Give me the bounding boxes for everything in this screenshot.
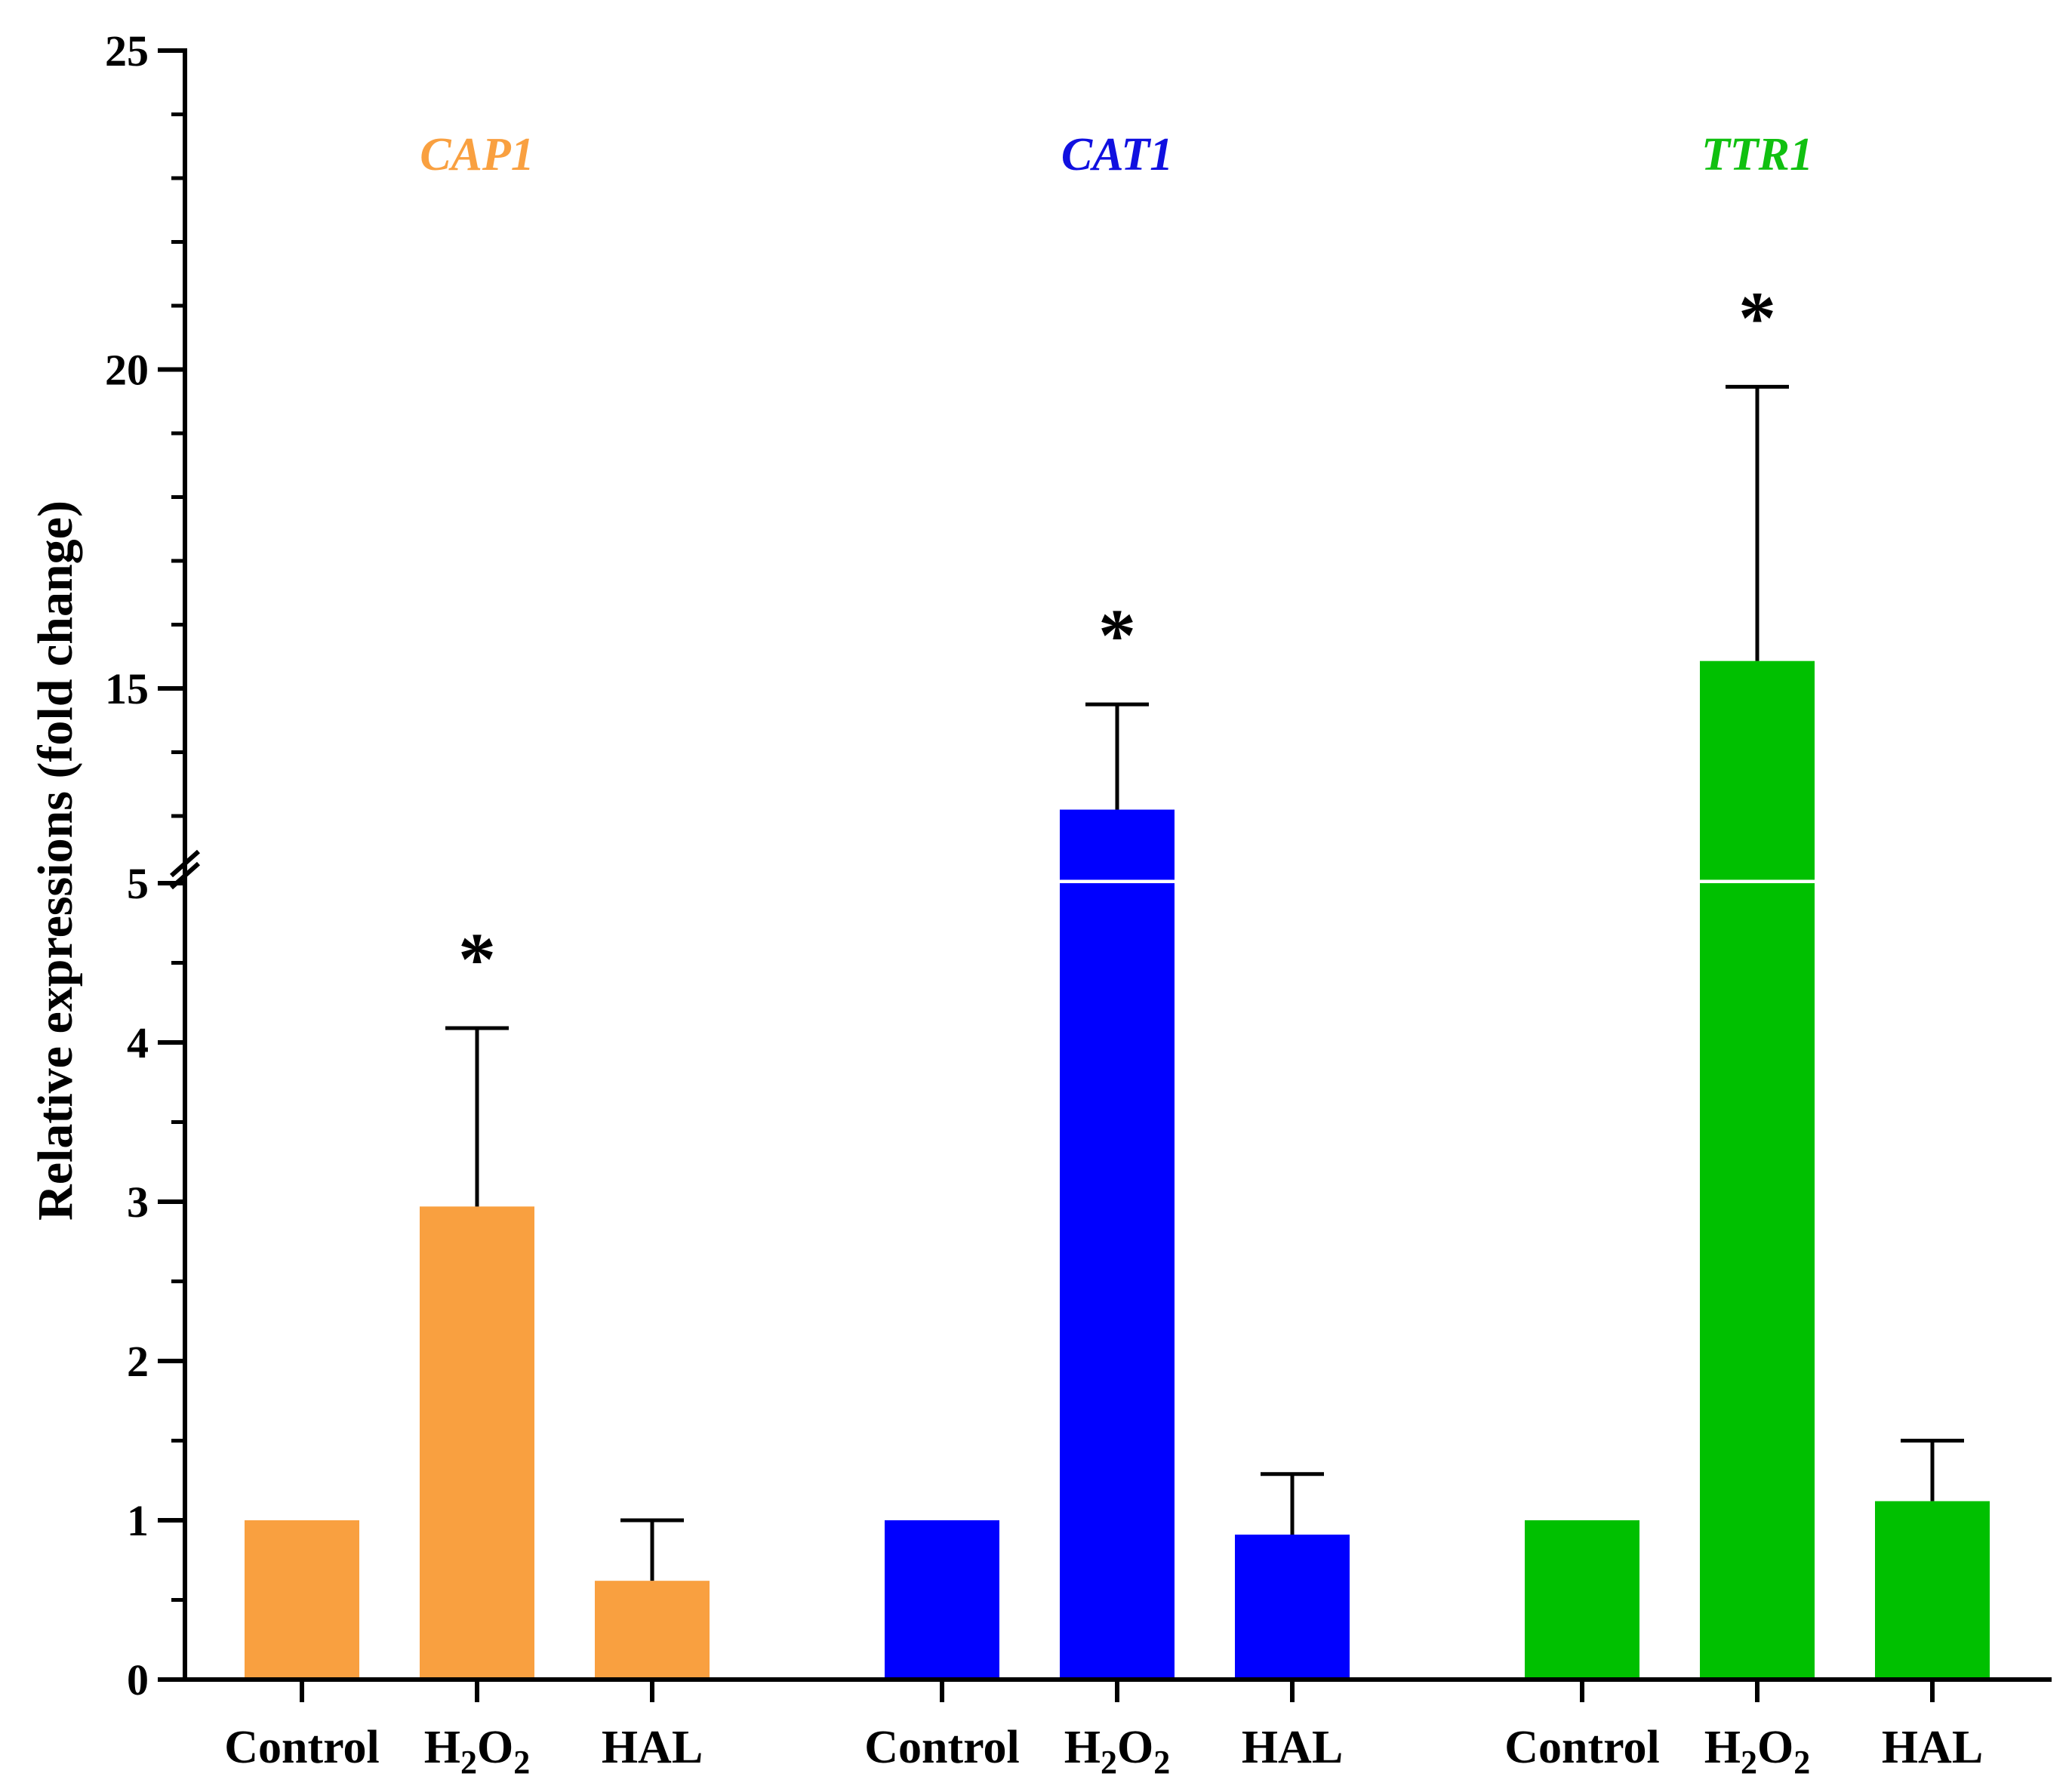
y-tick-label: 25: [105, 26, 149, 75]
y-tick-label: 1: [127, 1496, 149, 1545]
bar-TTR1-HAL: [1875, 1501, 1990, 1680]
y-tick-label: 3: [127, 1178, 149, 1227]
bars-layer: [245, 660, 1990, 1680]
bar-CAP1-H2O2: [420, 1206, 534, 1680]
x-tick-label-H2O2: H2O2: [1704, 1722, 1810, 1781]
bar-CAP1-HAL: [595, 1581, 710, 1680]
x-tick-label-Control: Control: [224, 1722, 380, 1773]
significance-star: *: [1738, 276, 1776, 359]
x-tick-label-Control: Control: [864, 1722, 1020, 1773]
significance-star: *: [458, 917, 496, 1001]
x-tick-label-H2O2: H2O2: [424, 1722, 530, 1781]
labels-layer: Control * H2O2 HAL CAP1 Control * H2O2 HAL CAT1 Co…: [224, 129, 1983, 1781]
x-tick-label-H2O2: H2O2: [1064, 1722, 1170, 1781]
x-tick-label-HAL: HAL: [1882, 1722, 1983, 1773]
error-bars-layer: [445, 384, 1964, 1581]
bar-CAT1-Control: [885, 1520, 999, 1680]
gene-label-TTR1: TTR1: [1701, 129, 1813, 180]
bar-CAT1-H2O2-lower: [1060, 883, 1175, 1680]
y-tick-label: 0: [127, 1655, 149, 1704]
y-tick-label: 15: [105, 664, 149, 713]
bar-TTR1-Control: [1525, 1520, 1639, 1680]
y-tick-label: 4: [127, 1018, 149, 1067]
axis-break-mark: [170, 849, 200, 878]
y-tick-label: 2: [127, 1337, 149, 1386]
bar-CAT1-H2O2-upper: [1060, 809, 1175, 880]
x-tick-label-HAL: HAL: [602, 1722, 703, 1773]
bar-TTR1-H2O2-lower: [1700, 883, 1815, 1680]
bar-TTR1-H2O2-upper: [1700, 660, 1815, 880]
bar-CAP1-Control: [245, 1520, 359, 1680]
x-tick-label-HAL: HAL: [1242, 1722, 1343, 1773]
significance-star: *: [1098, 593, 1136, 677]
y-tick-label: 20: [105, 346, 149, 395]
y-axis-title: Relative expressions (fold change): [28, 500, 83, 1221]
bar-CAT1-HAL: [1235, 1534, 1350, 1680]
gene-label-CAT1: CAT1: [1061, 129, 1173, 180]
x-tick-label-Control: Control: [1504, 1722, 1660, 1773]
gene-label-CAP1: CAP1: [420, 129, 534, 180]
y-axis: 0 1 2 3 4 5 15 20 25: [105, 26, 200, 1704]
y-tick-label: 5: [127, 859, 149, 908]
x-axis: [183, 1677, 2052, 1702]
